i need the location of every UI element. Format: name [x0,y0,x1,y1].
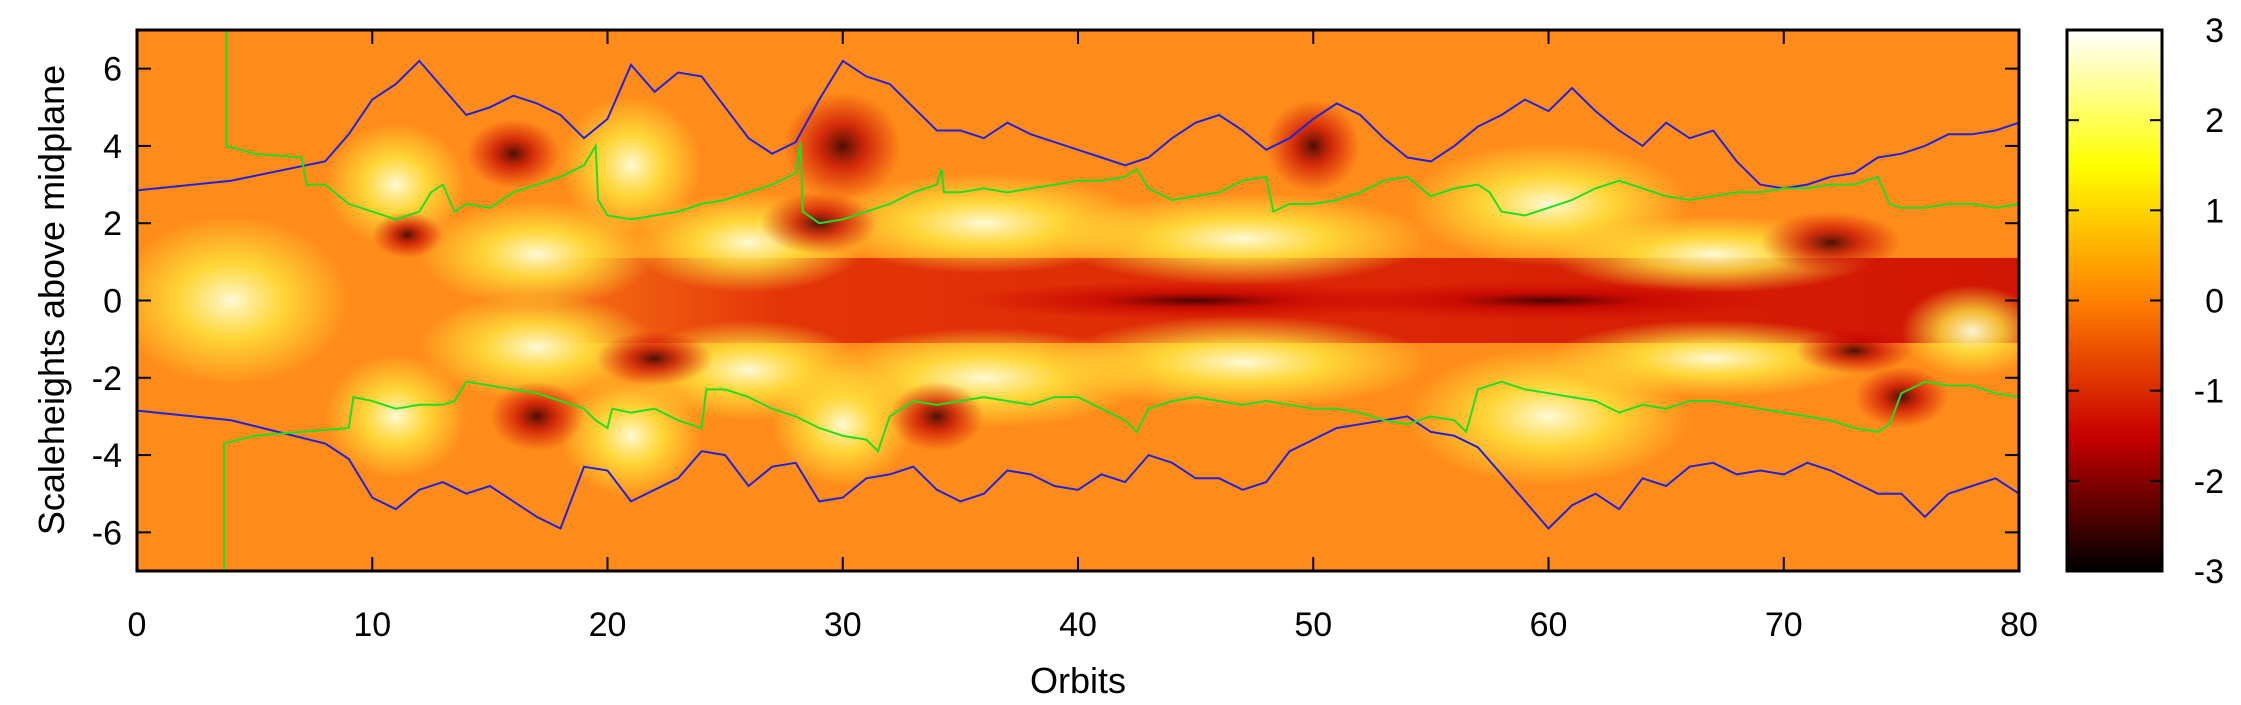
colorbar-gradient [2065,28,2164,573]
heatmap-warm-region [419,292,655,401]
y-tick-label: 6 [103,51,122,89]
colorbar-tick-label: 0 [2205,283,2224,321]
heatmap-warm-region [325,354,467,479]
heatmap-warm-region [560,95,702,235]
y-tick-label: 2 [103,205,122,243]
heatmap-warm-region [325,122,467,247]
y-tick-label: 4 [103,128,122,166]
y-tick-label: 0 [103,283,122,321]
heatmap-dark-region [489,381,584,452]
colorbar-tick-label: 2 [2205,102,2224,140]
series-layer [137,30,2019,571]
y-tick-label: -2 [92,360,122,398]
colorbar-tick-label: -2 [2194,463,2224,501]
heatmap-warm-region [137,215,349,386]
series-1-upper-line [137,59,2019,192]
x-axis-title: Orbits [1030,660,1126,701]
heatmap-dark-region [889,381,984,452]
y-axis-title: Scaleheights above midplane [31,65,72,535]
heatmap-warm-region [1548,319,1878,398]
series-2-lower-line [223,380,2019,571]
x-tick-label: 70 [1765,606,1803,644]
x-tick-label: 0 [128,606,147,644]
y-tick-label: -4 [92,437,122,475]
x-axis: 0 10 20 30 40 50 60 70 80 [128,30,2038,644]
colorbar-tick-label: 3 [2205,12,2224,50]
heatmap-warm-region [1054,315,1431,409]
x-tick-label: 10 [353,606,391,644]
x-tick-label: 20 [589,606,627,644]
heatmap-dark-region [1795,327,1914,374]
x-tick-label: 80 [2000,606,2038,644]
heatmap-dark-region [466,118,561,189]
heatmap-dark-region [1854,366,1949,429]
y-axis: 6 4 2 0 -2 -4 -6 [92,51,2019,552]
series-1-lower-line [137,409,2019,530]
heatmap-warm-region [1054,192,1431,286]
colorbar-tick-label: 1 [2205,192,2224,230]
heatmap-dark-region [1313,281,1784,320]
heatmap-dark-region [372,211,443,258]
x-tick-label: 30 [824,606,862,644]
colorbar: 3 2 1 0 -1 -2 -3 [2065,12,2224,591]
x-tick-label: 40 [1059,606,1097,644]
series-2-upper-line [225,30,2019,225]
x-tick-label: 50 [1294,606,1332,644]
heatmap-dark-region [1266,99,1361,193]
colorbar-tick-label: -1 [2194,373,2224,411]
heatmap-warm-region [1901,285,2019,378]
colorbar-tick-label: -3 [2194,553,2224,591]
heatmap-texture [137,91,2019,498]
heatmap-dark-region [595,331,714,386]
heatmap-dark-region [960,281,1431,320]
x-tick-label: 60 [1530,606,1568,644]
y-tick-label: -6 [92,514,122,552]
heatmap-dark-region [783,91,902,201]
heatmap-warm-region [419,200,655,309]
heatmap-dark-region [1760,211,1902,274]
colorbar-ticks: 3 2 1 0 -1 -2 -3 [2067,12,2224,591]
